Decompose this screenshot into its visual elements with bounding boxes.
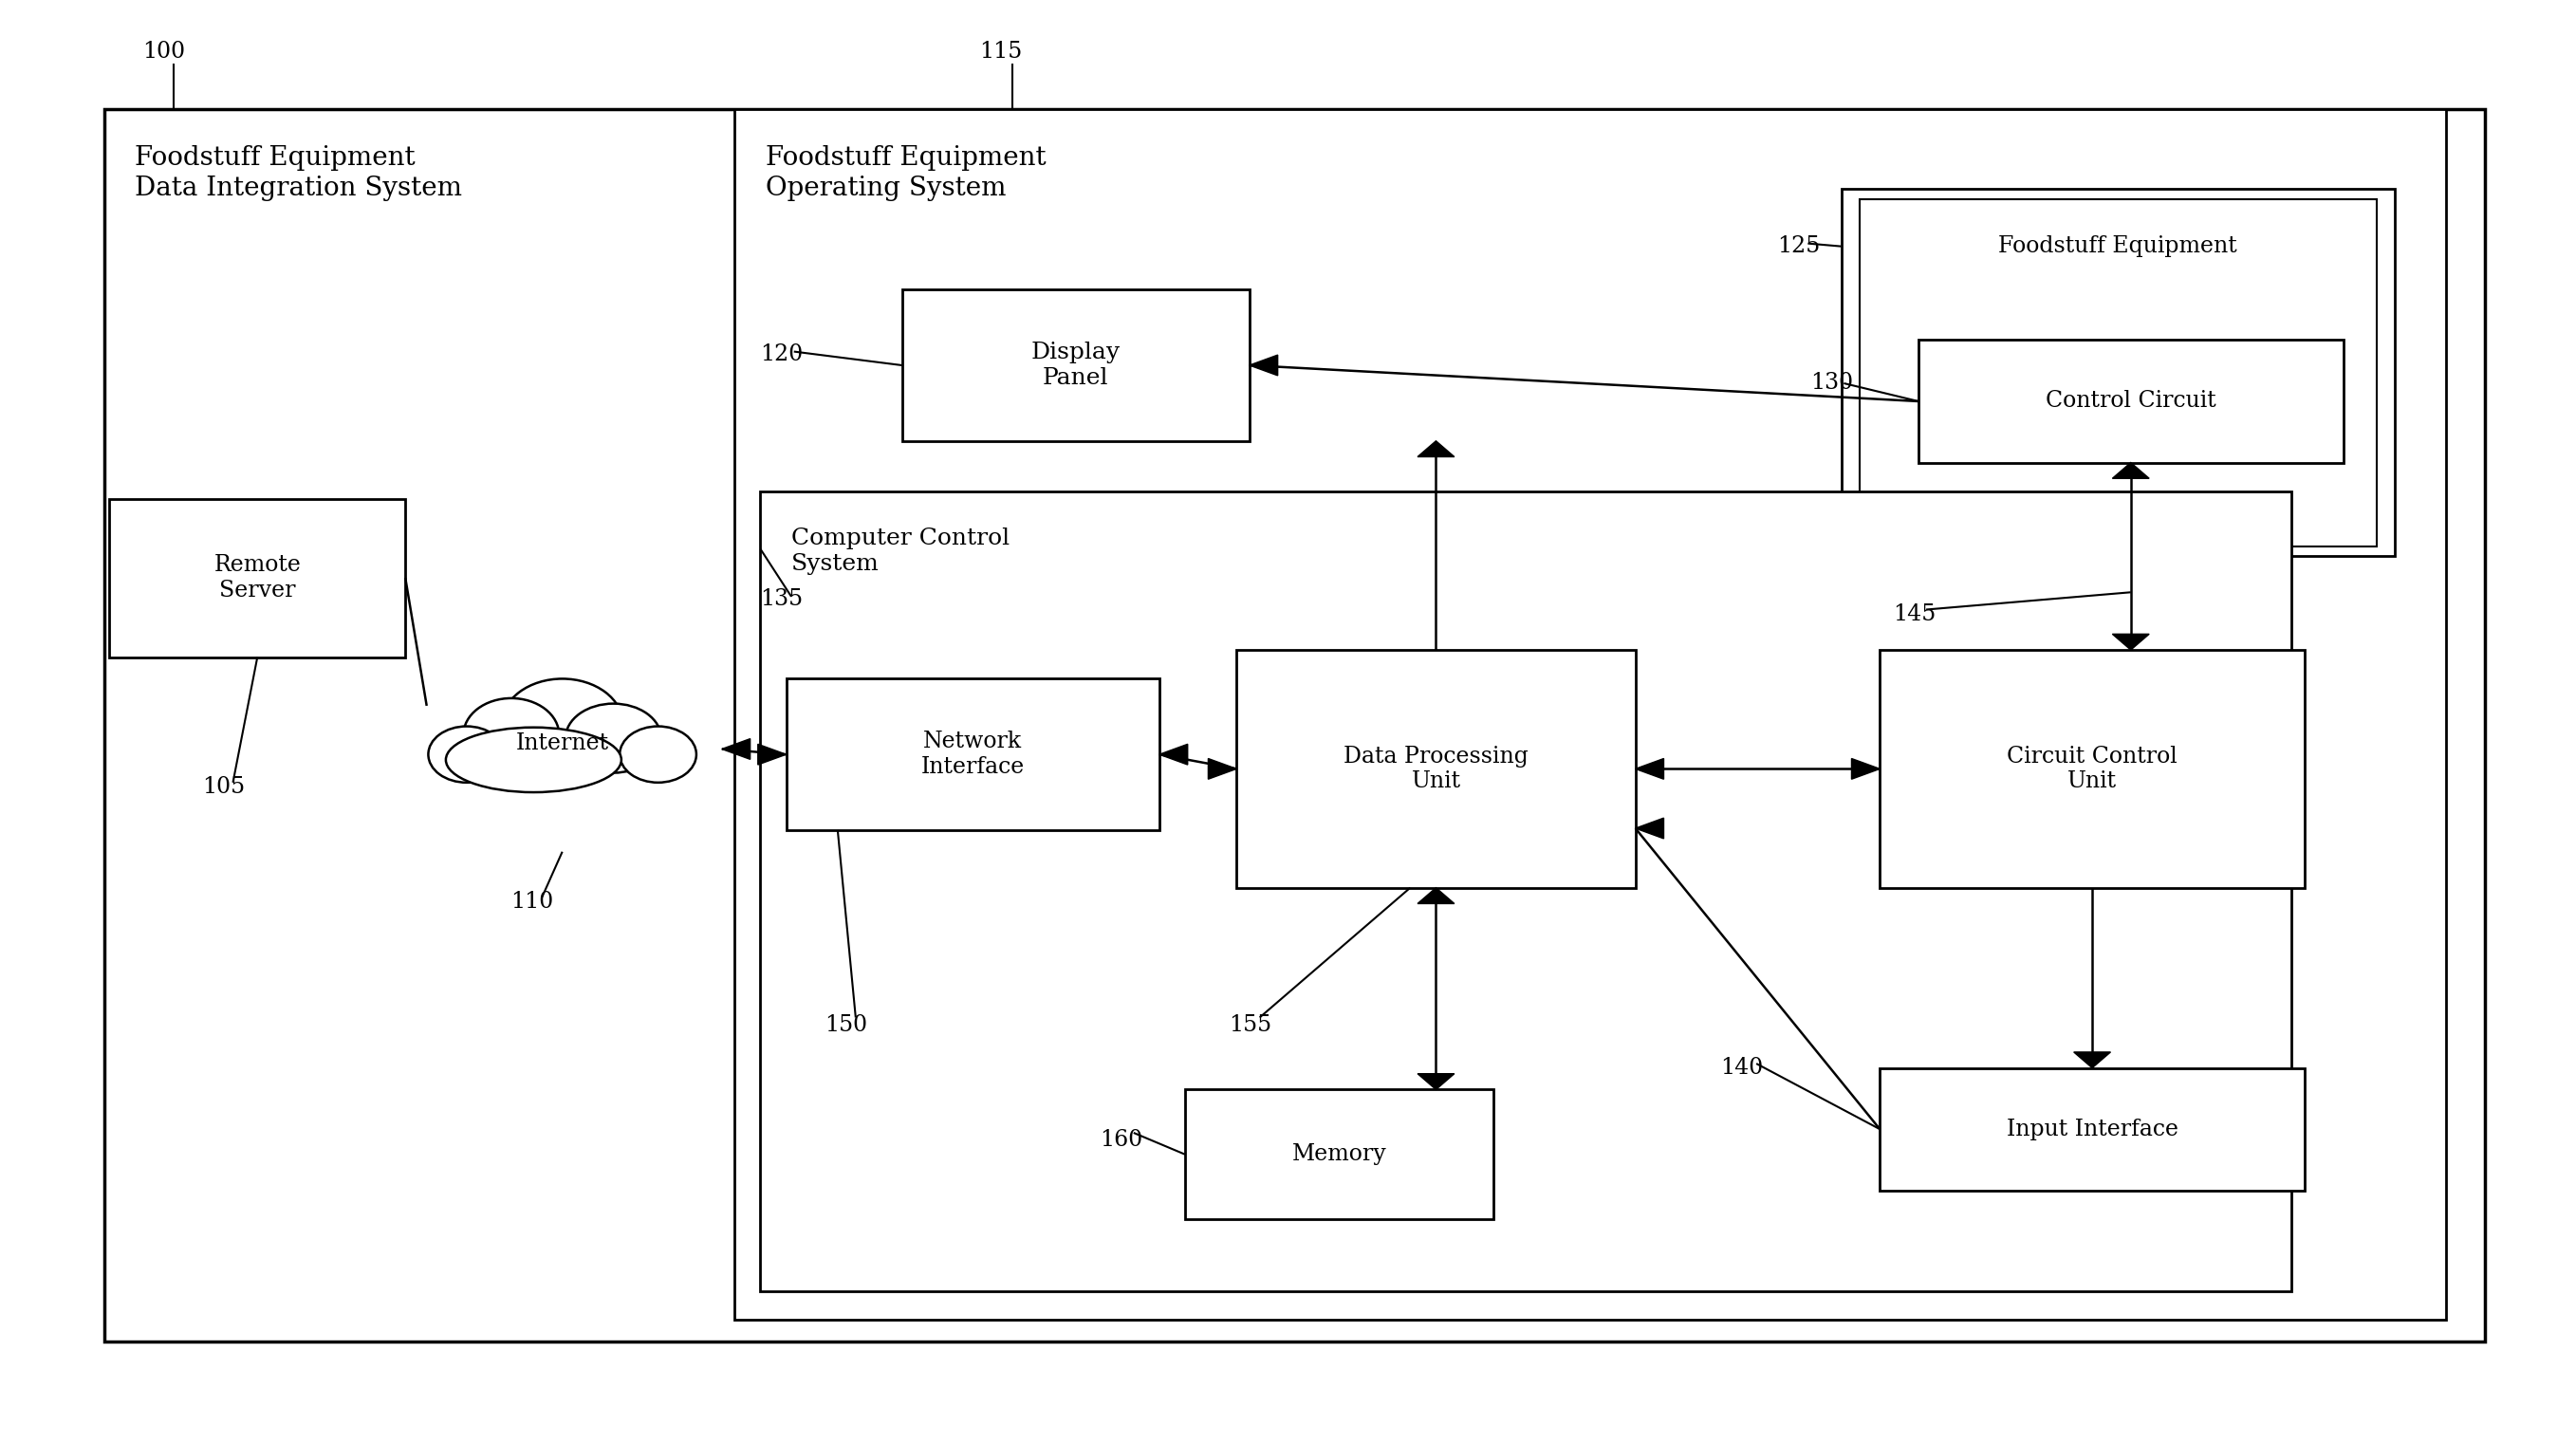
Text: Internet: Internet [515,732,608,755]
Text: Foodstuff Equipment
Operating System: Foodstuff Equipment Operating System [765,146,1046,201]
Ellipse shape [428,726,505,783]
Text: Display
Panel: Display Panel [1030,342,1121,388]
Text: Memory: Memory [1293,1144,1386,1165]
Text: Network
Interface: Network Interface [922,731,1025,778]
Text: 130: 130 [1811,373,1852,394]
Polygon shape [1159,744,1188,765]
Text: 145: 145 [1893,604,1935,625]
Polygon shape [757,744,786,765]
Bar [108,498,404,657]
Bar [734,110,2447,1320]
Ellipse shape [502,679,623,770]
Bar [103,110,2486,1341]
Bar [1236,650,1636,888]
Polygon shape [1636,817,1664,839]
Ellipse shape [446,728,621,793]
Text: Input Interface: Input Interface [2007,1118,2179,1141]
Ellipse shape [464,699,559,771]
Polygon shape [1852,758,1880,780]
Polygon shape [1417,440,1455,456]
Text: Foodstuff Equipment: Foodstuff Equipment [1999,235,2239,257]
Text: 105: 105 [201,775,245,797]
Bar [902,290,1249,440]
Text: Foodstuff Equipment
Data Integration System: Foodstuff Equipment Data Integration Sys… [134,146,464,201]
Bar [1842,189,2396,556]
Bar [786,679,1159,830]
Polygon shape [2112,634,2148,650]
Bar [1880,1069,2306,1190]
Polygon shape [1249,355,1278,375]
Bar [1860,199,2378,546]
Text: Data Processing
Unit: Data Processing Unit [1345,745,1528,793]
Polygon shape [2112,462,2148,478]
Bar [760,491,2293,1291]
Text: 140: 140 [1721,1057,1762,1079]
Polygon shape [1417,1074,1455,1090]
Text: Control Circuit: Control Circuit [2045,390,2215,412]
Ellipse shape [567,703,662,773]
Polygon shape [1417,888,1455,904]
Text: 150: 150 [824,1014,868,1035]
Text: 125: 125 [1777,235,1819,257]
Text: 115: 115 [979,40,1023,62]
Polygon shape [2074,1053,2110,1069]
Text: Remote
Server: Remote Server [214,554,301,601]
Text: 135: 135 [760,589,804,611]
Text: 160: 160 [1100,1129,1144,1151]
Text: 155: 155 [1229,1014,1273,1035]
Text: 110: 110 [510,891,554,913]
Bar [1919,339,2344,462]
Polygon shape [1208,758,1236,780]
Bar [1880,650,2306,888]
Text: Computer Control
System: Computer Control System [791,527,1010,575]
Bar [1185,1090,1494,1219]
Text: 100: 100 [142,40,185,62]
Text: 120: 120 [760,344,804,365]
Polygon shape [1636,758,1664,780]
Polygon shape [721,739,750,760]
Text: Circuit Control
Unit: Circuit Control Unit [2007,745,2177,793]
Ellipse shape [621,726,696,783]
